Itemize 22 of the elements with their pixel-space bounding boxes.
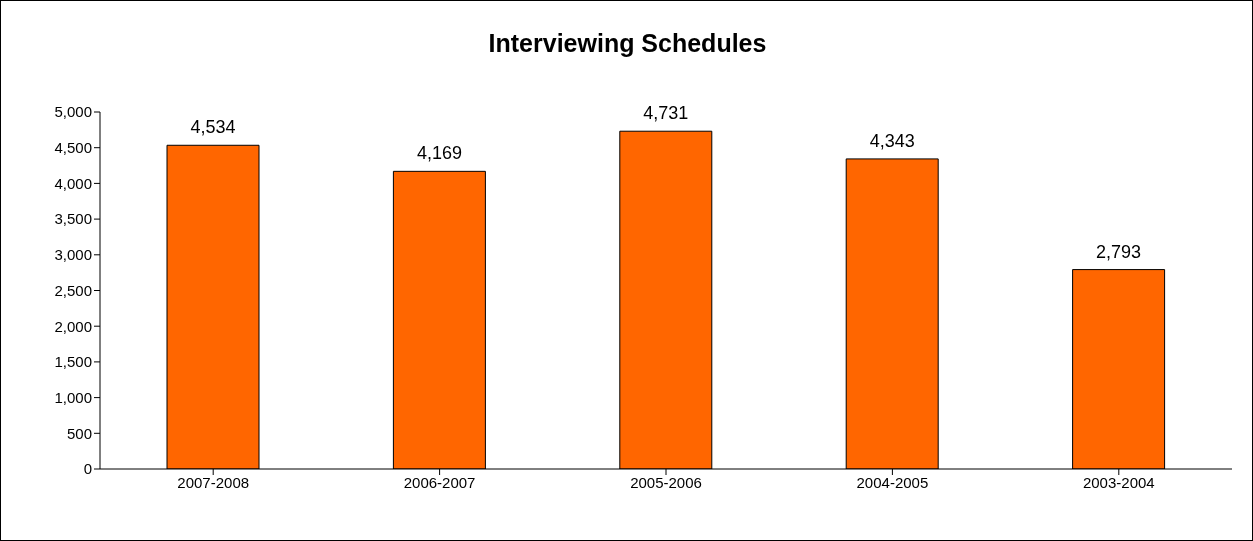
data-label: 4,169	[416, 143, 462, 164]
y-tick-label: 4,000	[54, 174, 92, 192]
y-tick-label: 3,500	[54, 210, 92, 228]
y-tick-label: 4,500	[54, 139, 92, 157]
x-tick-label: 2006-2007	[403, 473, 476, 491]
x-tick-label: 2003-2004	[1082, 473, 1155, 491]
y-tick-label: 1,500	[54, 353, 92, 371]
y-tick-label: 5,000	[54, 103, 92, 121]
y-tick-label: 3,000	[54, 246, 92, 264]
x-tick-label: 2004-2005	[856, 473, 929, 491]
x-tick-label: 2005-2006	[630, 473, 702, 491]
chart-title: Interviewing Schedules	[487, 29, 768, 58]
data-label: 4,534	[190, 117, 236, 138]
y-tick-label: 500	[66, 424, 92, 442]
y-tick-label: 0	[83, 460, 92, 478]
data-label: 4,343	[869, 130, 915, 151]
y-tick-label: 1,000	[54, 388, 92, 406]
data-label: 2,793	[1096, 241, 1142, 262]
data-label: 4,731	[643, 103, 689, 124]
x-tick-label: 2007-2008	[177, 473, 250, 491]
y-tick-label: 2,000	[54, 317, 92, 335]
y-tick-label: 2,500	[54, 281, 92, 299]
